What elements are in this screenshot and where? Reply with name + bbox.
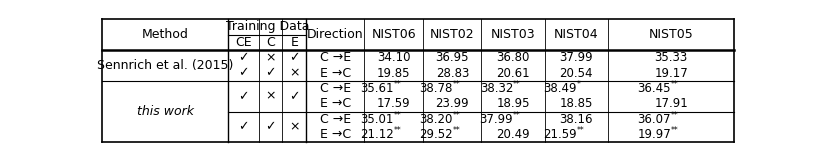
Text: 18.85: 18.85 bbox=[560, 97, 593, 110]
Text: ×: × bbox=[289, 120, 299, 133]
Text: **: ** bbox=[576, 126, 584, 135]
Text: 29.52: 29.52 bbox=[419, 128, 452, 141]
Text: 36.07: 36.07 bbox=[637, 113, 671, 126]
Text: C: C bbox=[266, 36, 275, 49]
Text: 28.83: 28.83 bbox=[436, 67, 469, 80]
Text: ✓: ✓ bbox=[238, 67, 249, 80]
Text: ✓: ✓ bbox=[265, 67, 276, 80]
Text: 38.16: 38.16 bbox=[560, 113, 593, 126]
Text: 17.59: 17.59 bbox=[377, 97, 410, 110]
Text: **: ** bbox=[394, 80, 401, 89]
Text: ✓: ✓ bbox=[238, 90, 249, 103]
Text: this work: this work bbox=[137, 105, 193, 118]
Text: 18.95: 18.95 bbox=[496, 97, 530, 110]
Text: 20.61: 20.61 bbox=[496, 67, 530, 80]
Text: NIST06: NIST06 bbox=[371, 28, 416, 41]
Text: Sennrich et al. (2015): Sennrich et al. (2015) bbox=[97, 59, 233, 72]
Text: C →E: C →E bbox=[320, 113, 351, 126]
Text: NIST04: NIST04 bbox=[554, 28, 599, 41]
Text: E →C: E →C bbox=[320, 97, 351, 110]
Text: ✓: ✓ bbox=[289, 90, 299, 103]
Text: C →E: C →E bbox=[320, 51, 351, 64]
Text: 21.59: 21.59 bbox=[543, 128, 576, 141]
Text: ✓: ✓ bbox=[238, 51, 249, 64]
Text: 23.99: 23.99 bbox=[436, 97, 469, 110]
Text: NIST03: NIST03 bbox=[490, 28, 535, 41]
Text: **: ** bbox=[671, 80, 679, 89]
Text: 36.45: 36.45 bbox=[637, 82, 671, 95]
Text: 38.78: 38.78 bbox=[419, 82, 452, 95]
Text: 34.10: 34.10 bbox=[377, 51, 410, 64]
Text: 37.99: 37.99 bbox=[480, 113, 513, 126]
Text: CE: CE bbox=[235, 36, 252, 49]
Text: ×: × bbox=[289, 67, 299, 80]
Text: 35.33: 35.33 bbox=[654, 51, 688, 64]
Text: 19.17: 19.17 bbox=[654, 67, 688, 80]
Text: **: ** bbox=[513, 80, 521, 89]
Text: **: ** bbox=[452, 111, 460, 120]
Text: Direction: Direction bbox=[307, 28, 364, 41]
Text: **: ** bbox=[394, 111, 401, 120]
Text: **: ** bbox=[671, 111, 679, 120]
Text: 36.95: 36.95 bbox=[436, 51, 469, 64]
Text: 19.85: 19.85 bbox=[377, 67, 410, 80]
Text: 38.20: 38.20 bbox=[419, 113, 452, 126]
Text: 37.99: 37.99 bbox=[560, 51, 593, 64]
Text: 38.32: 38.32 bbox=[480, 82, 513, 95]
Text: Training Data: Training Data bbox=[225, 20, 309, 33]
Text: 35.61: 35.61 bbox=[361, 82, 394, 95]
Text: 38.49: 38.49 bbox=[543, 82, 576, 95]
Text: ✓: ✓ bbox=[265, 120, 276, 133]
Text: Method: Method bbox=[142, 28, 188, 41]
Text: **: ** bbox=[513, 111, 521, 120]
Text: 20.49: 20.49 bbox=[496, 128, 530, 141]
Text: ✓: ✓ bbox=[289, 51, 299, 64]
Text: 21.12: 21.12 bbox=[360, 128, 394, 141]
Text: *: * bbox=[576, 80, 580, 89]
Text: 36.80: 36.80 bbox=[496, 51, 530, 64]
Text: 35.01: 35.01 bbox=[361, 113, 394, 126]
Text: E →C: E →C bbox=[320, 128, 351, 141]
Text: 17.91: 17.91 bbox=[654, 97, 688, 110]
Text: NIST02: NIST02 bbox=[430, 28, 475, 41]
Text: **: ** bbox=[394, 126, 401, 135]
Text: **: ** bbox=[452, 126, 460, 135]
Text: E: E bbox=[290, 36, 298, 49]
Text: 19.97: 19.97 bbox=[637, 128, 671, 141]
Text: 20.54: 20.54 bbox=[560, 67, 593, 80]
Text: NIST05: NIST05 bbox=[649, 28, 694, 41]
Text: ✓: ✓ bbox=[238, 120, 249, 133]
Text: C →E: C →E bbox=[320, 82, 351, 95]
Text: ×: × bbox=[265, 90, 276, 103]
Text: E →C: E →C bbox=[320, 67, 351, 80]
Text: ×: × bbox=[265, 51, 276, 64]
Text: **: ** bbox=[671, 126, 679, 135]
Text: **: ** bbox=[452, 80, 460, 89]
